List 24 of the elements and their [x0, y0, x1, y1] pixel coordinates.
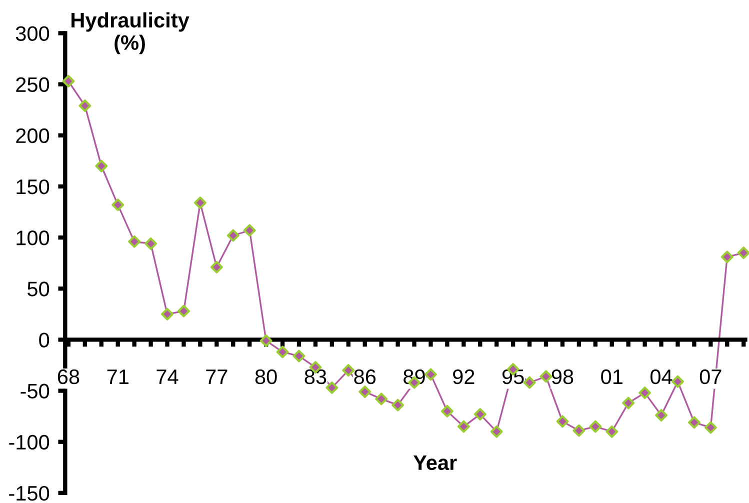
x-tick-label: 77: [206, 370, 228, 384]
y-tick-label: -150: [9, 486, 50, 501]
x-tick-label: 68: [58, 369, 80, 384]
x-axis-title: Year: [413, 456, 457, 470]
y-tick-label: 200: [16, 128, 50, 144]
x-tick-label: 83: [304, 369, 326, 384]
y-tick-label: -100: [9, 434, 50, 450]
y-tick-label: 250: [16, 77, 50, 92]
x-tick-label: 80: [255, 369, 277, 384]
x-tick-label: 04: [650, 369, 672, 384]
x-tick-label: 01: [601, 369, 622, 384]
x-tick-label: 74: [156, 370, 178, 384]
x-tick-label: 86: [354, 369, 376, 384]
x-tick-label: 07: [700, 369, 722, 384]
x-tick-label: 98: [552, 369, 574, 384]
y-tick-label: -50: [20, 384, 50, 399]
y-axis-title: Hydraulicity (%): [72, 12, 190, 54]
y-tick-label: 300: [16, 26, 50, 41]
y-tick-label: 0: [39, 332, 50, 348]
y-tick-label: 50: [28, 282, 50, 296]
y-tick-label: 100: [16, 230, 50, 246]
x-tick-label: 71: [107, 370, 128, 384]
x-tick-label: 92: [453, 369, 474, 384]
y-tick-label: 150: [16, 179, 50, 194]
